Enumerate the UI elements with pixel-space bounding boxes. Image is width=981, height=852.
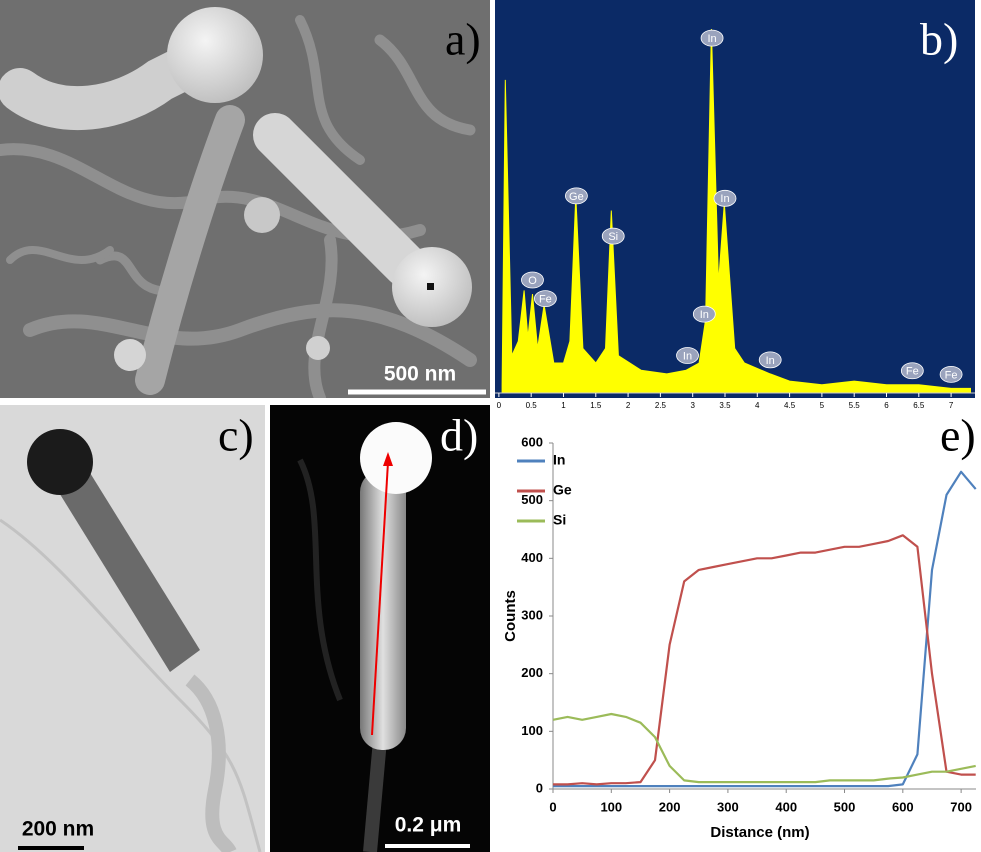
- x-tick-label: 7: [949, 401, 954, 410]
- y-tick-label: 500: [521, 492, 543, 507]
- series-line: [553, 472, 976, 786]
- series-line: [553, 535, 976, 784]
- x-axis-label: Distance (nm): [710, 824, 809, 841]
- x-tick-label: 1.5: [590, 401, 602, 410]
- panel-label: a): [445, 14, 481, 65]
- x-tick-label: 3.5: [719, 401, 731, 410]
- peak-label: Fe: [945, 369, 958, 381]
- panel-label: e): [940, 410, 976, 461]
- y-tick-label: 300: [521, 607, 543, 622]
- x-tick-label: 3: [690, 401, 695, 410]
- series-line: [553, 714, 976, 782]
- panel-label: c): [218, 410, 254, 461]
- x-tick-label: 0: [549, 799, 556, 814]
- y-tick-label: 100: [521, 723, 543, 738]
- legend-label: Si: [553, 512, 566, 528]
- x-tick-label: 0: [497, 401, 502, 410]
- panel-label: b): [920, 14, 958, 65]
- x-tick-label: 100: [600, 799, 622, 814]
- x-tick-label: 4.5: [784, 401, 796, 410]
- legend-label: Ge: [553, 482, 572, 498]
- x-tick-label: 200: [659, 799, 681, 814]
- x-tick-label: 6: [884, 401, 889, 410]
- y-tick-label: 200: [521, 665, 543, 680]
- stem-image: 0.2 μm d): [270, 405, 490, 852]
- figure: 500 nm a) b) 200 nm c) 0.2 μm d) e) Dist…: [0, 0, 981, 852]
- peak-label: O: [528, 275, 537, 287]
- peak-label: In: [707, 33, 716, 45]
- x-tick-label: 0.5: [526, 401, 538, 410]
- x-tick-label: 1: [561, 401, 566, 410]
- scale-bar-label: 500 nm: [384, 363, 456, 386]
- y-tick-label: 600: [521, 434, 543, 449]
- x-tick-label: 400: [775, 799, 797, 814]
- x-tick-label: 300: [717, 799, 739, 814]
- panel-label: d): [440, 410, 478, 461]
- x-tick-label: 600: [892, 799, 914, 814]
- y-tick-label: 0: [536, 780, 543, 795]
- legend-label: In: [553, 452, 565, 468]
- peak-label: In: [720, 193, 729, 205]
- x-tick-label: 4: [755, 401, 760, 410]
- x-tick-label: 6.5: [913, 401, 925, 410]
- peak-label: In: [766, 355, 775, 367]
- peak-label: Fe: [539, 294, 552, 306]
- x-tick-label: 2.5: [655, 401, 667, 410]
- peak-label: Si: [608, 231, 618, 243]
- x-tick-label: 2: [626, 401, 631, 410]
- x-tick-label: 500: [834, 799, 856, 814]
- peak-label: In: [700, 309, 709, 321]
- peak-label: In: [683, 350, 692, 362]
- x-tick-label: 5: [820, 401, 825, 410]
- y-axis-label: Counts: [502, 590, 519, 642]
- peak-label: Fe: [906, 366, 919, 378]
- sem-image: 500 nm a): [0, 0, 490, 398]
- y-tick-label: 400: [521, 550, 543, 565]
- peak-label: Ge: [569, 191, 584, 203]
- x-tick-label: 700: [950, 799, 972, 814]
- scale-bar-label: 0.2 μm: [395, 814, 462, 837]
- scale-bar-label: 200 nm: [22, 818, 94, 841]
- tem-image: 200 nm c): [0, 405, 265, 852]
- x-tick-label: 5.5: [849, 401, 861, 410]
